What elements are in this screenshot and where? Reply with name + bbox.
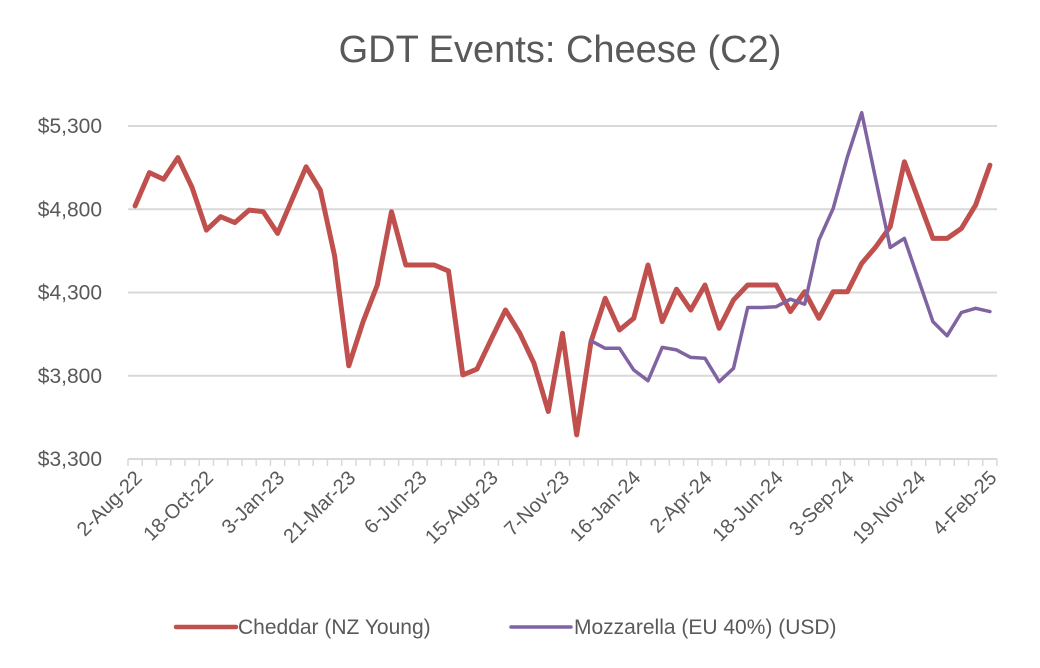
x-tick-label: 21-Mar-23 [280,467,361,548]
series-line-cheddar [132,155,993,438]
x-tick-label: 18-Oct-22 [139,467,217,545]
x-tick-label: 7-Nov-23 [500,467,574,541]
legend: Cheddar (NZ Young) Mozzarella (EU 40%) (U… [173,616,837,639]
legend-label: Cheddar (NZ Young) [238,616,431,639]
x-tick-label: 16-Jan-24 [566,467,645,546]
series-points-cheddar [135,158,990,436]
legend-label: Mozzarella (EU 40%) (USD) [574,616,837,639]
x-tick-label: 19-Nov-24 [849,467,931,549]
series-line-mozzarella [589,110,992,384]
x-tick-label: 2-Aug-22 [73,467,147,541]
x-tick-label: 2-Apr-24 [646,467,717,538]
gridlines [128,125,997,377]
series-lines [132,110,993,438]
x-tick-label: 3-Jan-23 [218,467,289,538]
y-tick-label: $4,800 [38,198,102,221]
x-tick-label: 6-Jun-23 [360,467,431,538]
legend-item-cheddar: Cheddar (NZ Young) [173,616,431,639]
series-points-mozzarella [591,113,990,382]
chart-title: GDT Events: Cheese (C2) [339,29,782,71]
x-tick-label: 3-Sep-24 [785,467,859,541]
y-tick-label: $3,800 [38,365,102,388]
y-tick-label: $3,300 [38,448,102,471]
y-tick-label: $4,300 [38,282,102,305]
y-axis: $3,300 $3,800 $4,300 $4,800 $5,300 [38,115,102,471]
legend-item-mozzarella: Mozzarella (EU 40%) (USD) [509,616,837,639]
x-tick-label: 4-Feb-25 [928,467,1001,540]
x-tick-label: 15-Aug-23 [421,467,503,549]
y-tick-label: $5,300 [38,115,102,138]
x-tick-label: 18-Jun-24 [708,467,787,546]
